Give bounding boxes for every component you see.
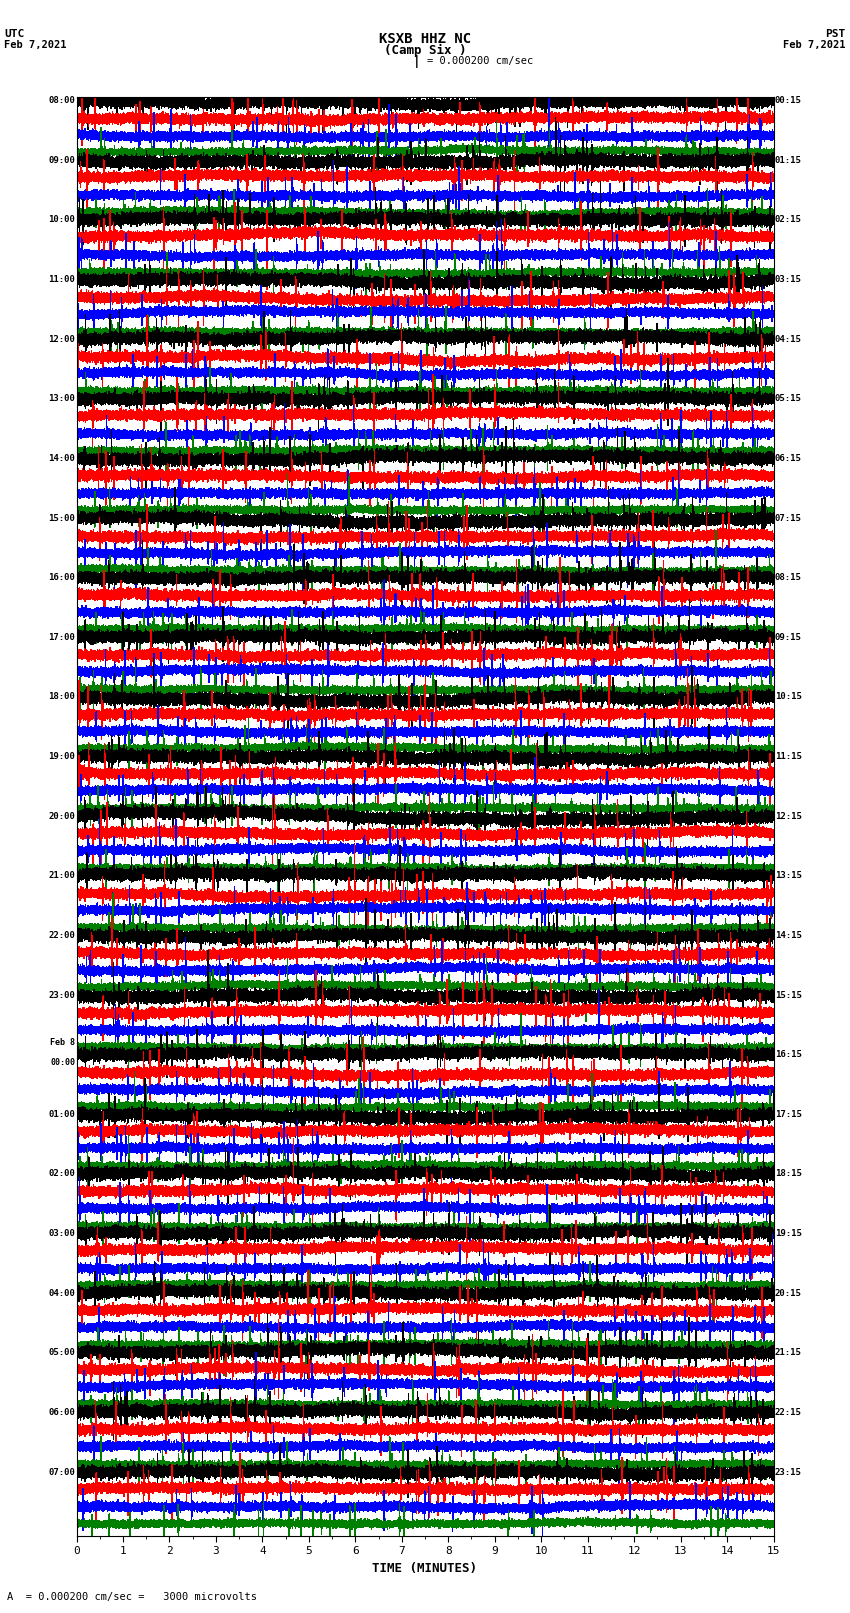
- Text: 15:00: 15:00: [48, 513, 75, 523]
- Text: A  = 0.000200 cm/sec =   3000 microvolts: A = 0.000200 cm/sec = 3000 microvolts: [7, 1592, 257, 1602]
- Text: 12:00: 12:00: [48, 334, 75, 344]
- Text: 19:00: 19:00: [48, 752, 75, 761]
- Text: UTC: UTC: [4, 29, 25, 39]
- Text: 18:15: 18:15: [775, 1169, 802, 1179]
- Text: 04:00: 04:00: [48, 1289, 75, 1298]
- Text: 02:15: 02:15: [775, 216, 802, 224]
- Text: 09:15: 09:15: [775, 632, 802, 642]
- Text: 15:15: 15:15: [775, 990, 802, 1000]
- Text: 19:15: 19:15: [775, 1229, 802, 1239]
- Text: 01:15: 01:15: [775, 156, 802, 165]
- Text: PST: PST: [825, 29, 846, 39]
- Text: 12:15: 12:15: [775, 811, 802, 821]
- Text: 05:15: 05:15: [775, 394, 802, 403]
- Text: 10:00: 10:00: [48, 216, 75, 224]
- Text: 17:00: 17:00: [48, 632, 75, 642]
- X-axis label: TIME (MINUTES): TIME (MINUTES): [372, 1561, 478, 1574]
- Text: 23:15: 23:15: [775, 1468, 802, 1476]
- Text: 14:15: 14:15: [775, 931, 802, 940]
- Text: Feb 7,2021: Feb 7,2021: [783, 40, 846, 50]
- Text: (Camp Six ): (Camp Six ): [383, 44, 467, 56]
- Text: 21:15: 21:15: [775, 1348, 802, 1357]
- Text: 13:15: 13:15: [775, 871, 802, 881]
- Text: 07:15: 07:15: [775, 513, 802, 523]
- Text: 18:00: 18:00: [48, 692, 75, 702]
- Text: 08:15: 08:15: [775, 573, 802, 582]
- Text: 16:00: 16:00: [48, 573, 75, 582]
- Text: 22:00: 22:00: [48, 931, 75, 940]
- Text: 16:15: 16:15: [775, 1050, 802, 1060]
- Text: 10:15: 10:15: [775, 692, 802, 702]
- Text: 20:00: 20:00: [48, 811, 75, 821]
- Text: 17:15: 17:15: [775, 1110, 802, 1119]
- Text: |: |: [413, 55, 420, 68]
- Text: 00:15: 00:15: [775, 97, 802, 105]
- Text: 20:15: 20:15: [775, 1289, 802, 1298]
- Text: = 0.000200 cm/sec: = 0.000200 cm/sec: [427, 56, 533, 66]
- Text: 07:00: 07:00: [48, 1468, 75, 1476]
- Text: 02:00: 02:00: [48, 1169, 75, 1179]
- Text: 23:00: 23:00: [48, 990, 75, 1000]
- Text: 06:00: 06:00: [48, 1408, 75, 1416]
- Text: 11:15: 11:15: [775, 752, 802, 761]
- Text: 01:00: 01:00: [48, 1110, 75, 1119]
- Text: 09:00: 09:00: [48, 156, 75, 165]
- Text: 03:15: 03:15: [775, 276, 802, 284]
- Text: Feb 7,2021: Feb 7,2021: [4, 40, 67, 50]
- Text: 21:00: 21:00: [48, 871, 75, 881]
- Text: 03:00: 03:00: [48, 1229, 75, 1239]
- Text: 22:15: 22:15: [775, 1408, 802, 1416]
- Text: 00:00: 00:00: [50, 1058, 75, 1066]
- Text: 14:00: 14:00: [48, 453, 75, 463]
- Text: KSXB HHZ NC: KSXB HHZ NC: [379, 32, 471, 45]
- Text: 06:15: 06:15: [775, 453, 802, 463]
- Text: 04:15: 04:15: [775, 334, 802, 344]
- Text: 05:00: 05:00: [48, 1348, 75, 1357]
- Text: Feb 8: Feb 8: [50, 1039, 75, 1047]
- Text: 08:00: 08:00: [48, 97, 75, 105]
- Text: 13:00: 13:00: [48, 394, 75, 403]
- Text: 11:00: 11:00: [48, 276, 75, 284]
